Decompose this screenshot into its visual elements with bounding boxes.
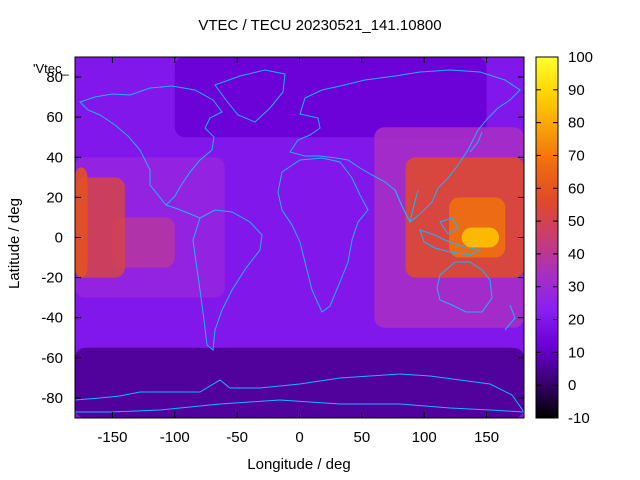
colorbar-ticks: -10 0 10 20 30 40 50 60 70 80 90 100 xyxy=(536,49,593,427)
y-tick-label: 60 xyxy=(46,109,63,126)
colorbar-tick-label: 100 xyxy=(568,49,593,66)
coastline-africa xyxy=(277,157,369,313)
coastline-japan xyxy=(469,131,483,153)
coastline-greenland xyxy=(214,69,286,123)
colorbar-tick-label: 80 xyxy=(568,115,585,132)
x-tick-label: -50 xyxy=(226,429,248,446)
coastline-india xyxy=(394,189,419,224)
coastline-indonesia xyxy=(419,229,482,256)
heatmap-region xyxy=(112,217,175,268)
y-tick-label: 0 xyxy=(55,230,63,247)
colorbar-tick-label: 40 xyxy=(568,246,585,263)
vtec-heatmap xyxy=(75,57,524,418)
heatmap-region xyxy=(75,167,88,278)
chart-title: VTEC / TECU 20230521_141.10800 xyxy=(198,17,442,34)
x-tick-label: -150 xyxy=(97,429,127,446)
colorbar-tick-label: 10 xyxy=(568,344,585,361)
coastline-borneo xyxy=(439,217,459,235)
heatmap-region xyxy=(174,57,487,138)
heatmap-region xyxy=(461,227,500,248)
coastline-north-america xyxy=(79,85,223,206)
coastline-australia xyxy=(436,261,493,313)
coastlines xyxy=(75,69,524,413)
x-tick-label: 150 xyxy=(474,429,499,446)
y-tick-label: -40 xyxy=(41,310,63,327)
colorbar-tick-label: -10 xyxy=(568,410,590,427)
coastline-antarctica xyxy=(75,373,524,413)
x-tick-label: 50 xyxy=(354,429,371,446)
colorbar-tick-label: 0 xyxy=(568,377,576,394)
y-tick-label: -20 xyxy=(41,270,63,287)
coastline-south-america xyxy=(192,209,263,351)
x-tick-label: 0 xyxy=(295,429,303,446)
colorbar-tick-label: 20 xyxy=(568,312,585,329)
y-tick-label: 40 xyxy=(46,149,63,166)
x-axis-ticks: -150 -100 -50 0 50 100 150 xyxy=(97,57,499,446)
y-axis-ticks: -80 -60 -40 -20 0 20 40 60 80 xyxy=(41,69,524,407)
colorbar-tick-label: 90 xyxy=(568,82,585,99)
coastline-central-america xyxy=(165,204,201,219)
colorbar-tick-label: 60 xyxy=(568,180,585,197)
series-key-label: 'Vtec_ xyxy=(33,61,69,76)
x-tick-label: -100 xyxy=(160,429,190,446)
coastline-eurasia xyxy=(289,69,521,223)
colorbar-tick-label: 70 xyxy=(568,147,585,164)
coastline-new-zealand xyxy=(504,304,516,331)
colorbar xyxy=(535,56,559,419)
heatmap-region xyxy=(75,347,524,418)
colorbar-tick-label: 50 xyxy=(568,213,585,230)
y-tick-label: -80 xyxy=(41,390,63,407)
x-axis-label: Longitude / deg xyxy=(247,456,351,473)
colorbar-tick-label: 30 xyxy=(568,279,585,296)
y-tick-label: 80 xyxy=(46,69,63,86)
y-tick-label: -60 xyxy=(41,350,63,367)
y-tick-label: 20 xyxy=(46,189,63,206)
x-tick-label: 100 xyxy=(412,429,437,446)
